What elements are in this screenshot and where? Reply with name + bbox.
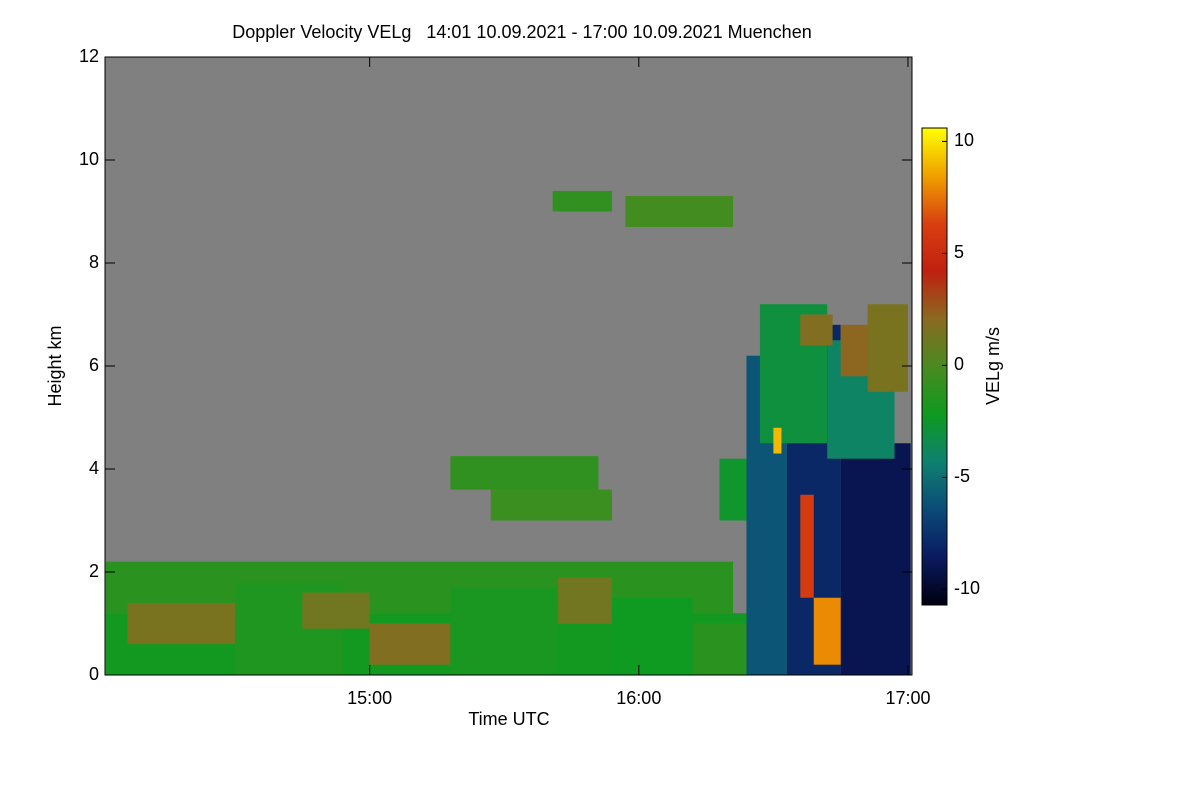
colorbar-label: VELg m/s	[983, 327, 1003, 405]
x-tick-label: 16:00	[616, 688, 661, 708]
echo-cell	[800, 314, 833, 346]
colorbar-tick-label: 0	[954, 354, 964, 374]
echo-cell	[840, 324, 868, 377]
colorbar	[921, 127, 948, 606]
echo-cell	[800, 494, 814, 598]
y-tick-label: 2	[89, 561, 99, 581]
echo-cell	[490, 489, 612, 521]
echo-cell	[867, 304, 908, 392]
echo-cell	[692, 623, 747, 675]
echo-cell	[558, 577, 612, 624]
x-tick-label: 15:00	[347, 688, 392, 708]
heatmap	[105, 190, 911, 675]
echo-cell	[450, 587, 559, 675]
echo-cell	[552, 190, 612, 212]
y-tick-label: 0	[89, 664, 99, 684]
echo-cell	[625, 196, 734, 227]
y-tick-label: 12	[79, 46, 99, 66]
x-tick-label: 17:00	[885, 688, 930, 708]
echo-cell	[302, 592, 370, 629]
colorbar-tick-label: -5	[954, 466, 970, 486]
echo-cell	[450, 456, 599, 490]
y-axis-label: Height km	[45, 325, 65, 406]
echo-cell	[369, 623, 451, 665]
y-tick-label: 10	[79, 149, 99, 169]
echo-cell	[840, 443, 911, 675]
echo-cell	[611, 597, 693, 675]
y-tick-label: 8	[89, 252, 99, 272]
colorbar-tick-label: 5	[954, 242, 964, 262]
echo-cell	[773, 427, 782, 454]
x-axis-label: Time UTC	[468, 709, 549, 729]
y-tick-label: 4	[89, 458, 99, 478]
colorbar-tick-label: -10	[954, 578, 980, 598]
y-tick-label: 6	[89, 355, 99, 375]
echo-cell	[127, 602, 236, 645]
chart-title: Doppler Velocity VELg 14:01 10.09.2021 -…	[232, 22, 811, 42]
colorbar-tick-label: 10	[954, 130, 974, 150]
echo-cell	[813, 597, 841, 665]
